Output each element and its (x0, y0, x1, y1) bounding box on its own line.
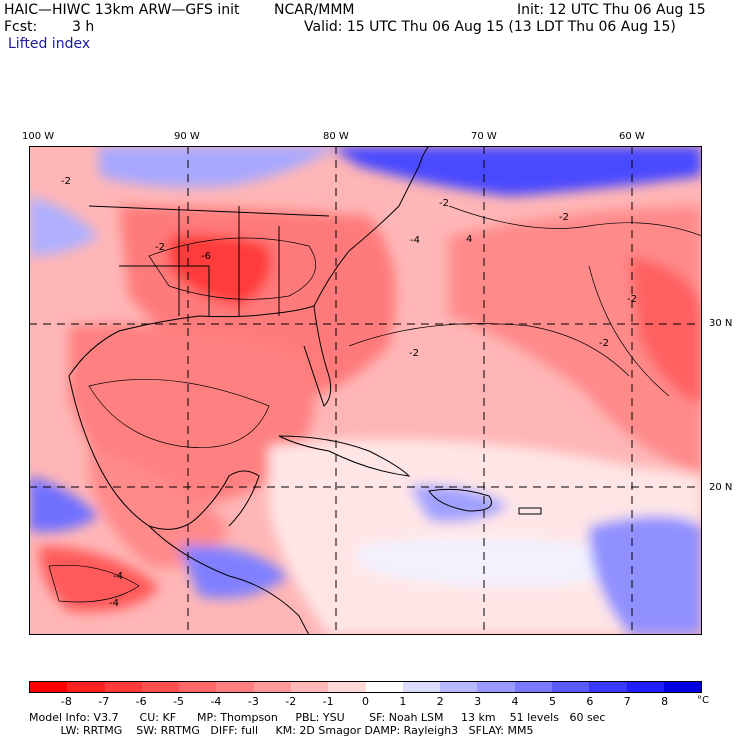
colorbar-swatch (663, 682, 702, 692)
colorbar-swatch (589, 682, 627, 692)
contour-label: -4 (410, 235, 420, 246)
field-name: Lifted index (8, 36, 91, 52)
colorbar-swatch (626, 682, 664, 692)
lifted-index-map: -2 -2 -2 -2 -2 -2 -2 -6 -4 4 -4 -4 (29, 146, 702, 635)
contour-label: -4 (113, 571, 123, 582)
contour-label: -2 (409, 348, 419, 359)
colorbar-tick-label: -5 (173, 695, 185, 708)
us-east-coast (313, 146, 430, 307)
shade-mexico (89, 446, 229, 568)
organization: NCAR/MMM (274, 2, 355, 18)
shading-layer (29, 146, 702, 635)
graticule (29, 146, 702, 635)
contour-lines (48, 205, 702, 603)
colorbar-tick-label: -3 (247, 695, 259, 708)
contour-label-group: -2 -2 -2 -2 -2 -2 -2 -6 -4 4 -4 -4 (61, 176, 637, 609)
contour-label: -2 (599, 338, 609, 349)
colorbar-tick-label: -4 (210, 695, 222, 708)
lat-label-30n: 30 N (709, 318, 733, 329)
colorbar-tick-label: 4 (511, 695, 519, 708)
contour-label: -6 (201, 251, 211, 262)
shade-pacific-red (39, 546, 159, 612)
colorbar-swatch (253, 682, 291, 692)
colorbar-swatch (402, 682, 441, 692)
colorbar (29, 681, 702, 693)
colorbar-tick-label: 2 (436, 695, 444, 708)
colorbar-swatch (477, 682, 515, 692)
colorbar-tick-label: -1 (322, 695, 334, 708)
colorbar-swatch (290, 682, 329, 692)
colorbar-tick-label: 6 (586, 695, 594, 708)
colorbar-swatch (179, 682, 217, 692)
shade-west-blue (29, 196, 99, 256)
contour-label: -2 (61, 176, 71, 187)
colorbar-tick-label: -8 (60, 695, 72, 708)
colorbar-swatch (440, 682, 478, 692)
forecast-hour: 3 h (72, 19, 95, 35)
state-borders (88, 205, 330, 316)
colorbar-tick-label: 7 (623, 695, 631, 708)
forecast-label: Fcst: (4, 19, 38, 35)
shade-caribbean-light (269, 439, 702, 635)
shade-central-america-blue (179, 545, 289, 599)
lon-label-70w: 70 W (471, 131, 497, 142)
lon-label-80w: 80 W (323, 131, 349, 142)
colorbar-swatch (328, 682, 366, 692)
colorbar-swatch (514, 682, 552, 692)
contour-label: 4 (466, 234, 472, 245)
shade-mexico-blue (29, 476, 99, 532)
colorbar-tick-label: 5 (548, 695, 556, 708)
puerto-rico-outline (518, 507, 542, 515)
shade-east-red (629, 256, 702, 406)
central-america-coast (148, 525, 310, 635)
contour-line-3 (348, 323, 630, 377)
valid-time: Valid: 15 UTC Thu 06 Aug 15 (13 LDT Thu … (304, 19, 676, 35)
colorbar-tick-label: 0 (362, 695, 369, 708)
colorbar-tick-label: -6 (135, 695, 147, 708)
coastlines (68, 146, 542, 635)
lon-label-60w: 60 W (619, 131, 645, 142)
colorbar-swatch (551, 682, 590, 692)
hispaniola-outline (428, 488, 492, 512)
contour-line-4 (448, 205, 702, 237)
model-info-line-2: LW: RRTMG SW: RRTMG DIFF: full KM: 2D Sm… (29, 724, 534, 737)
shade-white-band (359, 538, 649, 586)
colorbar-tick-label: -7 (98, 695, 110, 708)
model-info-line-1: Model Info: V3.7 CU: KF MP: Thompson PBL… (29, 711, 606, 724)
colorbar-unit: °C (697, 695, 709, 706)
shade-strong-red (169, 234, 271, 306)
contour-line-5 (588, 265, 670, 397)
colorbar-swatch (216, 682, 254, 692)
colorbar-swatch (67, 682, 105, 692)
contour-label: -4 (109, 598, 119, 609)
lat-label-20n: 20 N (709, 482, 733, 493)
us-gulf-coast (68, 305, 332, 407)
colorbar-tick-label: 8 (661, 695, 669, 708)
contour-label: -2 (627, 294, 637, 305)
colorbar-swatch (365, 682, 403, 692)
lon-label-100w: 100 W (22, 131, 55, 142)
cuba-outline (278, 435, 411, 477)
contour-label: -2 (155, 242, 165, 253)
model-title: HAIC—HIWC 13km ARW—GFS init (4, 2, 240, 18)
colorbar-swatch (141, 682, 180, 692)
map-border (29, 146, 702, 635)
init-time: Init: 12 UTC Thu 06 Aug 15 (517, 2, 706, 18)
shade-north-blue (99, 146, 339, 188)
contour-line-1 (148, 237, 317, 300)
shade-southeast-blue (589, 516, 702, 635)
lon-label-90w: 90 W (174, 131, 200, 142)
contour-line-6 (48, 564, 140, 603)
colorbar-tick-label: -2 (285, 695, 297, 708)
colorbar-swatch (30, 682, 68, 692)
colorbar-tick-label: 1 (399, 695, 407, 708)
colorbar-swatch (104, 682, 142, 692)
contour-label: -2 (559, 212, 569, 223)
contour-label: -2 (439, 198, 449, 209)
contour-line-2 (88, 379, 270, 449)
colorbar-tick-label: 3 (474, 695, 482, 708)
mexico-coast (68, 375, 260, 530)
